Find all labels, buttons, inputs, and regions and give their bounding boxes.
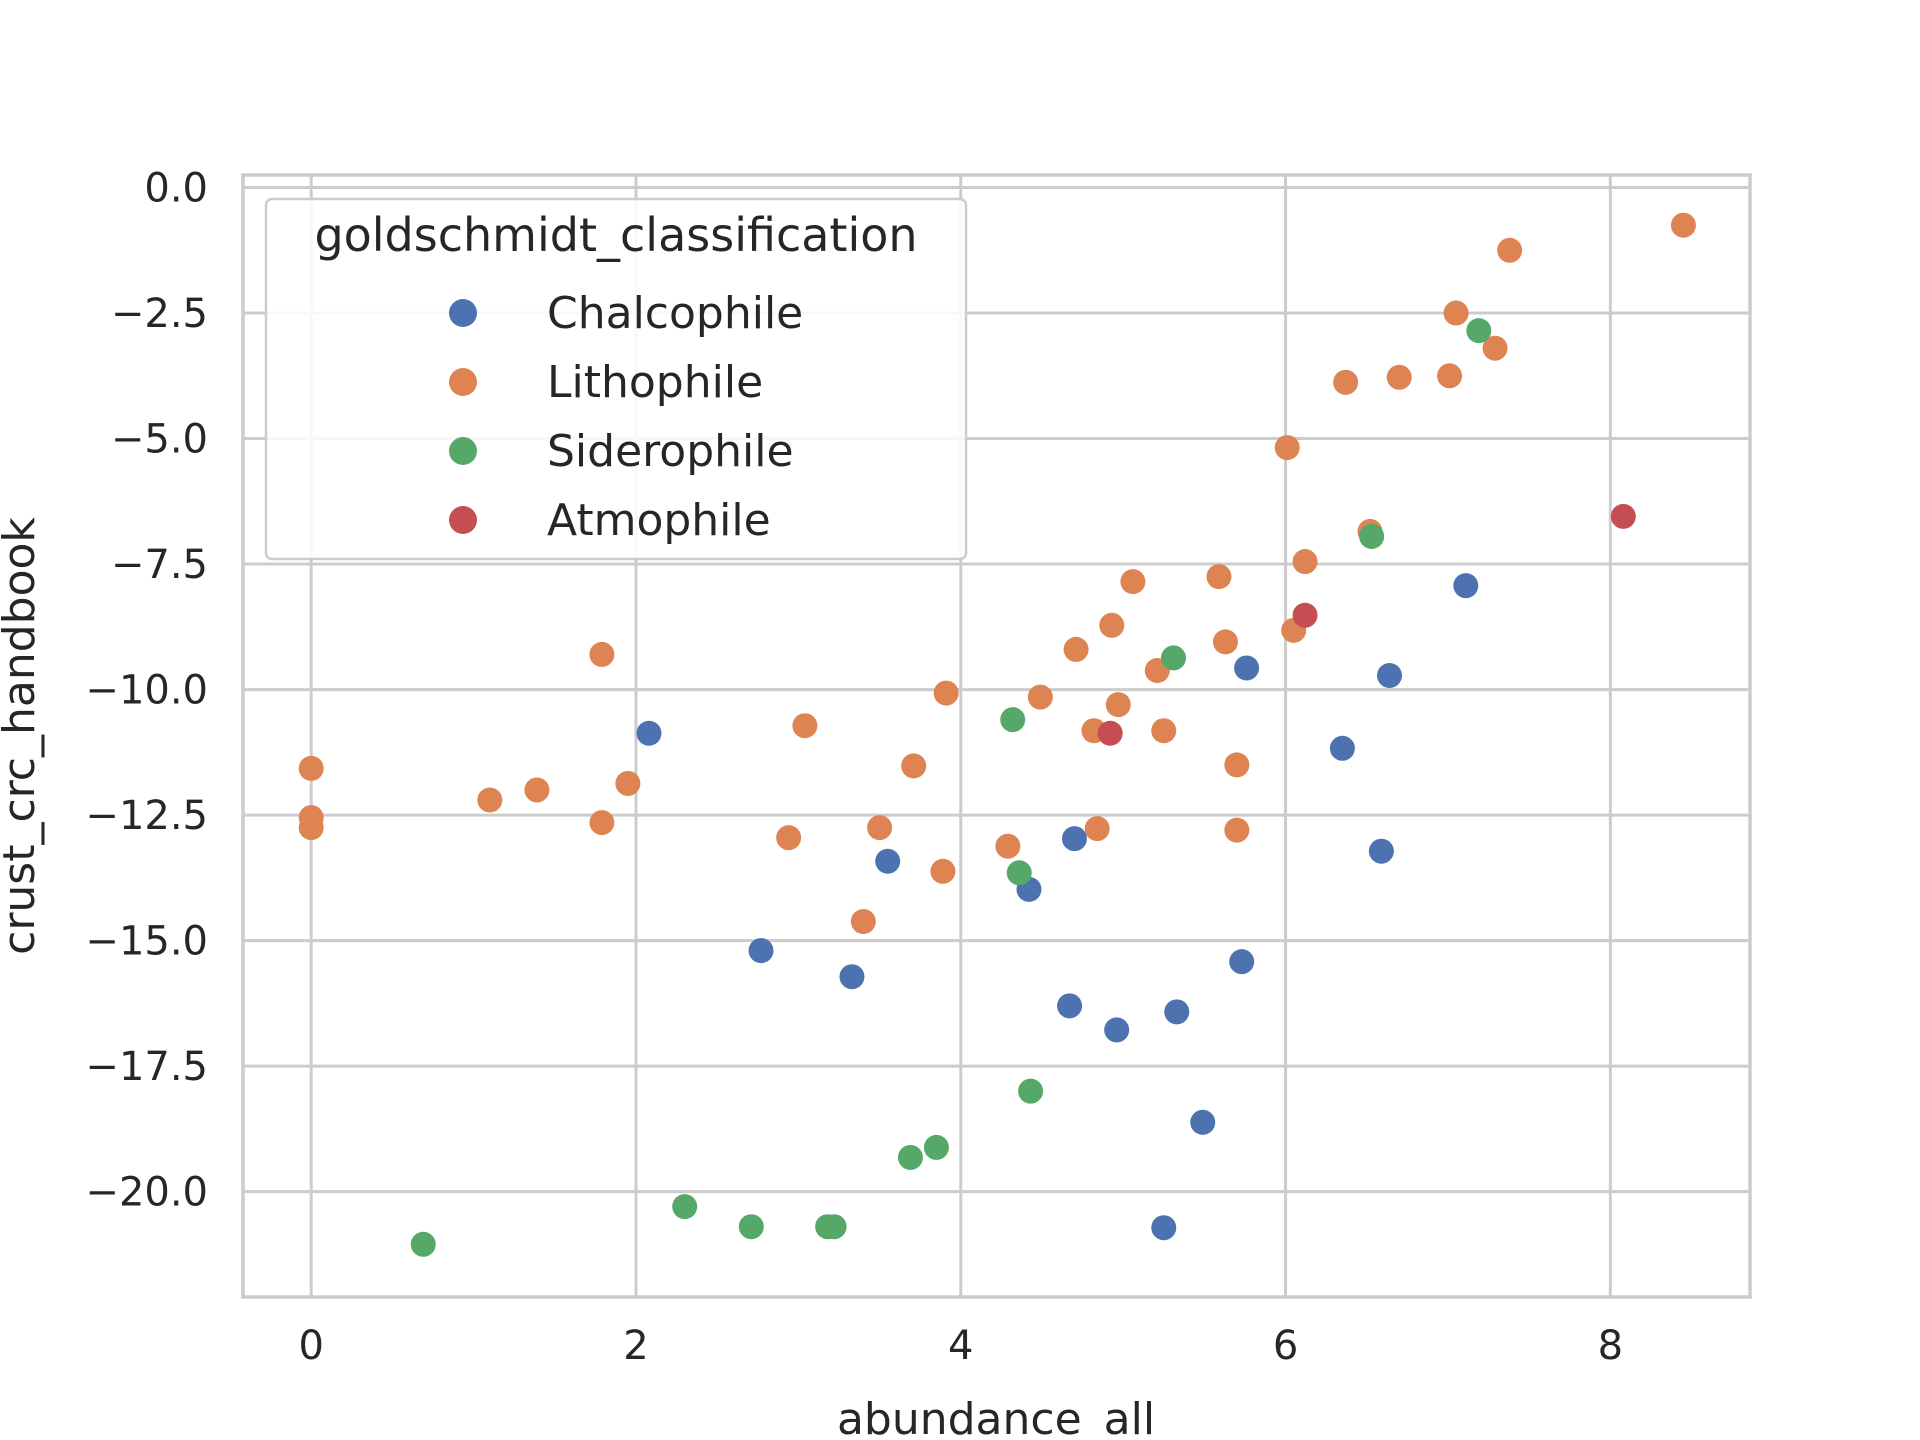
chalcophile-point: [1229, 949, 1255, 975]
legend-marker-siderophile: [449, 437, 477, 465]
atmophile-point: [1292, 602, 1318, 628]
lithophile-point: [1105, 692, 1131, 718]
x-tick-label: 8: [1598, 1323, 1623, 1369]
chalcophile-point: [636, 720, 662, 746]
lithophile-point: [1151, 718, 1177, 744]
lithophile-point: [524, 777, 550, 803]
lithophile-point: [867, 815, 893, 841]
axis-ticks: 0 2 4 6 8 0.0 −2.5 −5.0 −7.5 −10.0 −12.5 −15.0 −17.5…: [85, 166, 1623, 1369]
lithophile-point: [901, 753, 927, 779]
siderophile-point: [1000, 707, 1026, 733]
chalcophile-point: [1368, 838, 1394, 864]
y-tick-label: 0.0: [144, 166, 208, 212]
plot-frame: [241, 173, 1752, 1299]
legend-title: goldschmidt_classification: [314, 208, 917, 262]
chalcophile-point: [1104, 1017, 1130, 1043]
siderophile-point: [1018, 1078, 1044, 1104]
lithophile-point: [589, 641, 615, 667]
legend-marker-lithophile: [449, 368, 477, 396]
lithophile-point: [1443, 300, 1469, 326]
grid: [243, 175, 1750, 1297]
siderophile-point: [1006, 860, 1032, 886]
lithophile-point: [776, 825, 802, 851]
lithophile-point: [1224, 752, 1250, 778]
lithophile-point: [1120, 569, 1146, 595]
data-points: [298, 212, 1696, 1257]
x-tick-label: 0: [298, 1323, 323, 1369]
lithophile-point: [1224, 817, 1250, 843]
atmophile-point: [1097, 720, 1123, 746]
chalcophile-point: [1376, 663, 1402, 689]
chalcophile-point: [1453, 573, 1479, 599]
chalcophile-point: [875, 848, 901, 874]
siderophile-point: [821, 1214, 847, 1240]
chalcophile-point: [1057, 993, 1083, 1019]
legend-label-chalcophile: Chalcophile: [547, 288, 803, 339]
siderophile-point: [897, 1144, 923, 1170]
y-tick-label: −12.5: [85, 793, 208, 839]
chalcophile-point: [1234, 655, 1260, 681]
lithophile-point: [930, 858, 956, 884]
lithophile-point: [995, 833, 1021, 859]
lithophile-point: [1386, 364, 1412, 390]
lithophile-point: [933, 680, 959, 706]
legend-marker-chalcophile: [449, 299, 477, 327]
lithophile-point: [1497, 237, 1523, 263]
lithophile-point: [298, 815, 324, 841]
chalcophile-point: [839, 964, 865, 990]
lithophile-point: [1063, 636, 1089, 662]
y-axis-label: crust_crc_handbook: [0, 517, 45, 955]
lithophile-point: [792, 713, 818, 739]
legend: goldschmidt_classification Chalcophile Li…: [264, 197, 968, 561]
y-tick-label: −2.5: [111, 291, 208, 337]
y-tick-label: −15.0: [85, 919, 208, 965]
lithophile-point: [1482, 335, 1508, 361]
siderophile-point: [923, 1134, 949, 1160]
legend-label-siderophile: Siderophile: [547, 426, 794, 477]
lithophile-point: [1274, 435, 1300, 461]
chalcophile-point: [1151, 1215, 1177, 1241]
y-tick-label: −5.0: [111, 417, 208, 463]
y-tick-label: −17.5: [85, 1044, 208, 1090]
siderophile-point: [738, 1214, 764, 1240]
lithophile-point: [1084, 816, 1110, 842]
x-tick-label: 2: [623, 1323, 648, 1369]
chalcophile-point: [1190, 1109, 1216, 1135]
legend-box: [264, 197, 968, 561]
lithophile-point: [1212, 629, 1238, 655]
x-tick-label: 4: [948, 1323, 973, 1369]
y-tick-label: −20.0: [85, 1170, 208, 1216]
legend-marker-atmophile: [449, 506, 477, 534]
lithophile-point: [1437, 363, 1463, 389]
siderophile-point: [1466, 318, 1492, 344]
chalcophile-point: [1164, 999, 1190, 1025]
legend-label-lithophile: Lithophile: [547, 357, 763, 408]
y-tick-label: −10.0: [85, 668, 208, 714]
atmophile-point: [1610, 503, 1636, 529]
x-axis-label: abundance_all: [837, 1394, 1155, 1440]
chalcophile-point: [748, 938, 774, 964]
legend-label-atmophile: Atmophile: [547, 495, 771, 546]
lithophile-point: [589, 810, 615, 836]
lithophile-point: [298, 755, 324, 781]
siderophile-point: [1359, 523, 1385, 549]
lithophile-point: [850, 908, 876, 934]
lithophile-point: [615, 770, 641, 796]
chalcophile-point: [1061, 826, 1087, 852]
siderophile-point: [410, 1231, 436, 1257]
lithophile-point: [477, 787, 503, 813]
lithophile-point: [1670, 212, 1696, 238]
lithophile-point: [1027, 684, 1053, 710]
lithophile-point: [1333, 369, 1359, 395]
lithophile-point: [1099, 612, 1125, 638]
x-tick-label: 6: [1273, 1323, 1298, 1369]
siderophile-point: [1161, 645, 1187, 671]
lithophile-point: [1292, 549, 1318, 575]
siderophile-point: [672, 1194, 698, 1220]
lithophile-point: [1206, 564, 1232, 590]
y-tick-label: −7.5: [111, 542, 208, 588]
chalcophile-point: [1329, 735, 1355, 761]
